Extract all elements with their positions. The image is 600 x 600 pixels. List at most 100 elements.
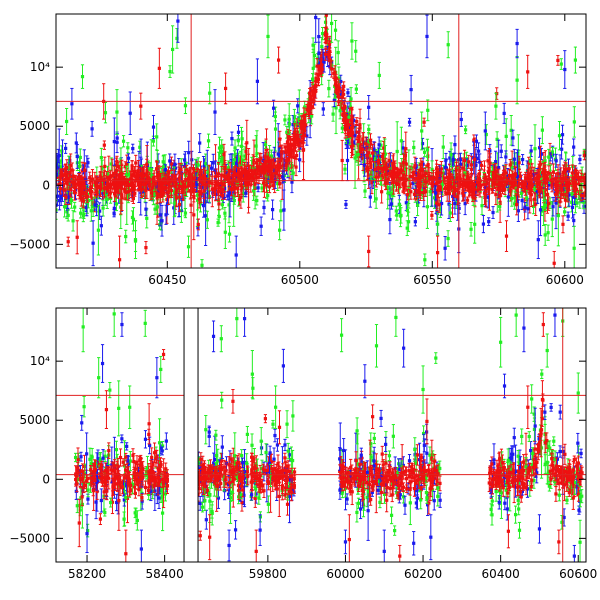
data-point bbox=[308, 102, 312, 115]
data-point bbox=[402, 328, 406, 368]
data-point bbox=[449, 142, 453, 168]
data-point bbox=[150, 186, 154, 200]
data-point bbox=[441, 135, 445, 160]
data-point bbox=[413, 217, 417, 227]
data-point bbox=[372, 432, 376, 445]
data-point bbox=[78, 183, 82, 202]
data-point bbox=[115, 131, 119, 154]
data-point bbox=[99, 488, 103, 513]
data-point bbox=[125, 442, 129, 451]
data-point bbox=[448, 204, 452, 223]
data-point bbox=[526, 168, 530, 183]
data-point bbox=[487, 217, 491, 226]
data-point bbox=[171, 25, 175, 74]
data-point bbox=[56, 148, 60, 164]
data-point bbox=[425, 290, 428, 297]
data-point bbox=[100, 344, 105, 383]
data-point bbox=[277, 46, 281, 74]
data-point bbox=[255, 58, 259, 105]
data-point bbox=[343, 529, 348, 555]
data-point bbox=[131, 143, 135, 154]
data-point bbox=[491, 206, 495, 219]
data-point bbox=[533, 172, 537, 185]
data-point bbox=[511, 129, 515, 147]
data-point bbox=[144, 202, 148, 217]
data-point bbox=[526, 54, 530, 89]
data-point bbox=[479, 161, 484, 170]
data-point bbox=[236, 184, 240, 194]
data-point bbox=[155, 357, 159, 399]
data-point bbox=[563, 50, 567, 89]
data-point bbox=[523, 182, 527, 192]
data-point bbox=[340, 139, 344, 182]
data-point bbox=[327, 79, 331, 98]
data-point bbox=[186, 235, 191, 258]
data-point bbox=[168, 65, 172, 78]
data-point bbox=[561, 215, 565, 234]
data-point bbox=[285, 410, 289, 439]
data-point bbox=[192, 189, 196, 241]
data-point bbox=[480, 196, 484, 216]
data-point bbox=[557, 529, 561, 555]
data-point bbox=[158, 219, 162, 230]
data-point bbox=[572, 544, 576, 562]
data-point bbox=[254, 158, 259, 168]
data-point bbox=[292, 148, 296, 167]
data-point bbox=[409, 74, 413, 105]
data-point bbox=[199, 184, 203, 204]
data-point bbox=[295, 151, 299, 160]
data-point bbox=[75, 498, 79, 514]
data-point bbox=[283, 438, 287, 452]
data-point bbox=[553, 308, 557, 337]
data-point bbox=[367, 143, 371, 162]
data-point bbox=[64, 142, 68, 154]
data-point bbox=[563, 170, 568, 186]
data-point bbox=[471, 191, 475, 203]
data-point bbox=[75, 220, 79, 255]
data-point bbox=[469, 221, 473, 237]
data-point bbox=[450, 182, 454, 192]
data-point bbox=[381, 153, 386, 170]
data-point bbox=[443, 183, 447, 193]
data-point bbox=[164, 432, 168, 450]
data-point bbox=[124, 529, 128, 562]
data-point bbox=[217, 136, 222, 160]
data-point bbox=[200, 259, 204, 268]
data-point bbox=[395, 209, 399, 221]
data-point bbox=[283, 114, 287, 126]
data-point bbox=[173, 177, 178, 195]
x-tick-label: 60600 bbox=[546, 273, 584, 287]
data-point bbox=[213, 89, 217, 136]
data-point bbox=[559, 184, 564, 196]
data-point bbox=[291, 400, 295, 432]
data-point bbox=[439, 168, 443, 178]
data-point bbox=[133, 220, 138, 260]
data-point bbox=[436, 212, 440, 236]
data-point bbox=[354, 84, 358, 94]
data-point bbox=[160, 204, 164, 237]
data-point bbox=[543, 454, 547, 475]
data-point bbox=[369, 158, 373, 176]
data-point bbox=[151, 178, 155, 187]
data-point bbox=[481, 214, 486, 234]
data-point bbox=[343, 97, 347, 116]
data-point bbox=[258, 514, 262, 546]
data-point bbox=[421, 365, 425, 414]
data-point bbox=[398, 204, 403, 228]
data-point bbox=[525, 189, 529, 206]
data-point bbox=[368, 186, 372, 208]
data-point bbox=[467, 154, 471, 169]
data-point bbox=[256, 183, 260, 193]
data-point bbox=[121, 135, 126, 148]
data-point bbox=[126, 153, 131, 164]
data-point bbox=[299, 135, 303, 148]
data-point bbox=[143, 480, 148, 495]
data-point bbox=[513, 167, 518, 183]
data-point bbox=[132, 166, 137, 177]
data-point bbox=[407, 454, 412, 468]
data-point bbox=[387, 152, 391, 169]
data-point bbox=[187, 140, 191, 165]
x-tick-label: 60550 bbox=[413, 273, 451, 287]
data-point bbox=[207, 425, 211, 448]
data-point bbox=[446, 31, 450, 59]
